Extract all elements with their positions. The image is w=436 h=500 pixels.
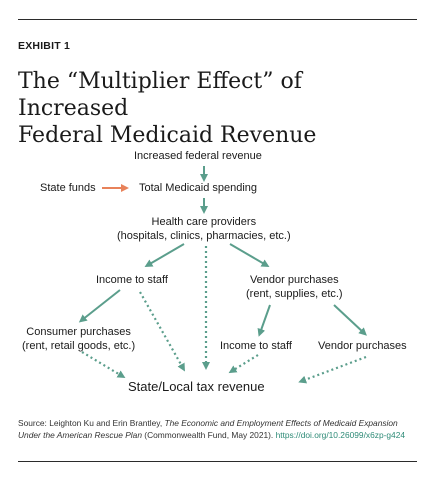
arrow-providers-to-vendor <box>229 243 270 268</box>
consumer-line-2: (rent, retail goods, etc.) <box>22 340 136 352</box>
arrow-vendor-to-vendor <box>333 304 367 336</box>
title-line-2: Federal Medicaid Revenue <box>18 123 317 148</box>
providers-line-2: (hospitals, clinics, pharmacies, etc.) <box>117 230 291 242</box>
top-rule <box>18 19 417 20</box>
source-note: Source: Leighton Ku and Erin Brantley, T… <box>18 417 418 441</box>
node-income-to-staff-left: Income to staff <box>96 274 168 286</box>
dotted-consumer-to-tax <box>81 351 126 379</box>
source-doi-link[interactable]: https://doi.org/10.26099/x6zp-g424 <box>275 430 406 440</box>
bottom-rule <box>18 461 417 462</box>
vendor-top-line-2: (rent, supplies, etc.) <box>246 288 343 300</box>
diagram-title: The “Multiplier Effect” of Increased Fed… <box>18 68 418 149</box>
exhibit-label: EXHIBIT 1 <box>18 40 70 52</box>
arrow-vendor-to-income <box>257 304 271 337</box>
node-vendor-purchases-top: Vendor purchases (rent, supplies, etc.) <box>246 273 343 301</box>
arrow-income-to-consumer <box>78 289 121 323</box>
node-total-medicaid-spending: Total Medicaid spending <box>139 182 258 194</box>
node-consumer-purchases: Consumer purchases (rent, retail goods, … <box>22 325 135 353</box>
providers-line-1: Health care providers <box>151 216 257 228</box>
consumer-line-1: Consumer purchases <box>26 326 131 338</box>
vendor-top-line-1: Vendor purchases <box>249 274 339 286</box>
node-vendor-purchases-bottom: Vendor purchases <box>318 340 407 352</box>
node-state-funds: State funds <box>40 182 96 194</box>
node-health-care-providers: Health care providers (hospitals, clinic… <box>117 215 291 243</box>
node-income-to-staff-right: Income to staff <box>220 340 292 352</box>
dotted-income-to-tax <box>139 291 185 372</box>
title-line-1: The “Multiplier Effect” of Increased <box>18 69 302 121</box>
arrow-providers-to-income <box>144 243 185 268</box>
source-prefix: Source: Leighton Ku and Erin Brantley, <box>18 418 165 428</box>
dotted-income-right-to-tax <box>228 354 259 374</box>
dotted-vendor-bottom-to-tax <box>298 355 367 384</box>
source-work-title: The Economic and Employment Effects of M… <box>18 418 398 440</box>
node-increased-federal-revenue: Increased federal revenue <box>134 150 262 162</box>
node-state-local-tax-revenue: State/Local tax revenue <box>128 379 265 394</box>
source-suffix: (Commonwealth Fund, May 2021). <box>141 430 276 440</box>
